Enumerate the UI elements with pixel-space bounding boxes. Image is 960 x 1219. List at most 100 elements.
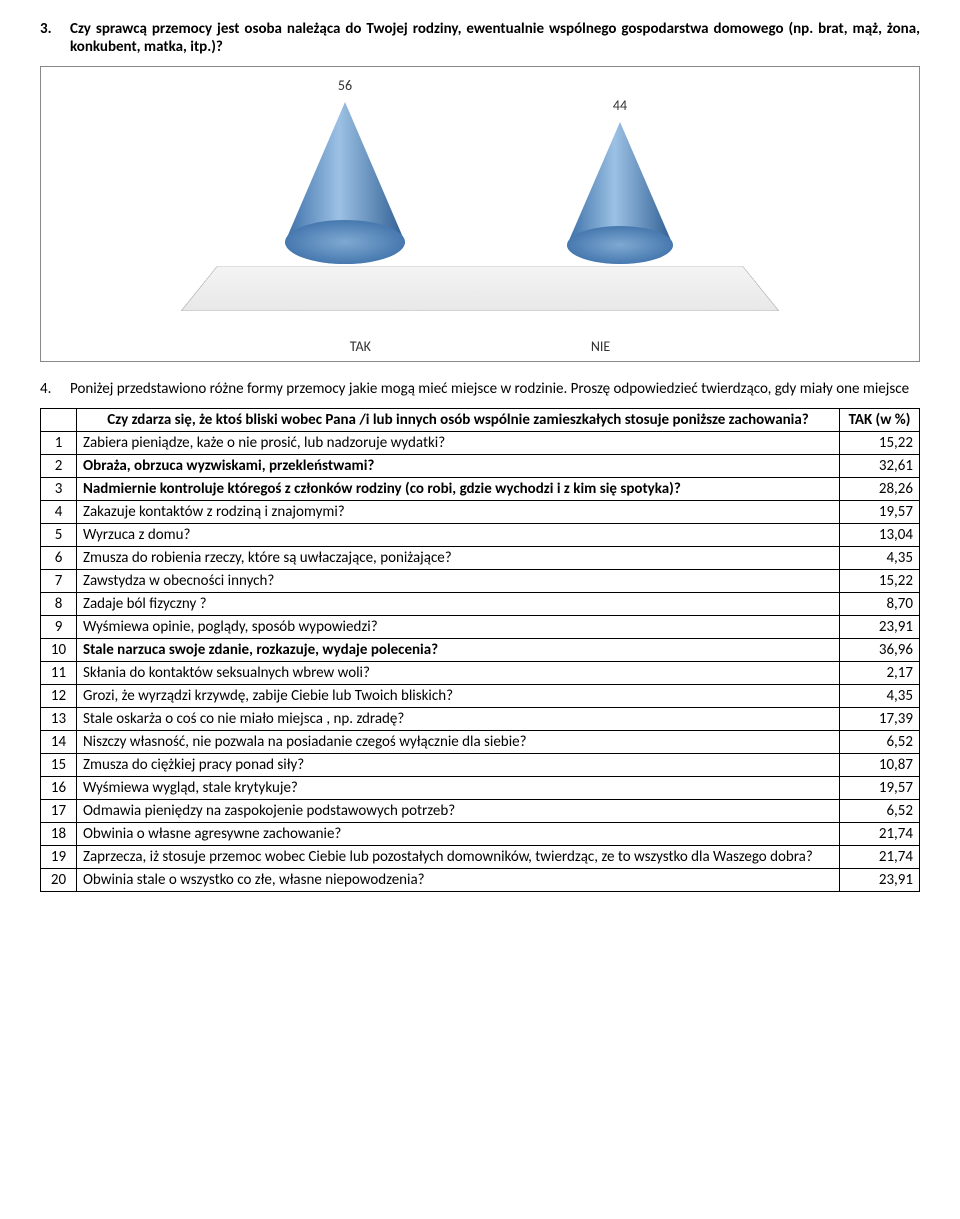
row-value: 23,91 [840,869,920,892]
row-text: Zadaje ból fizyczny ? [77,593,840,616]
row-number: 3 [41,478,77,501]
table-row: 13Stale oskarża o coś co nie miało miejs… [41,708,920,731]
row-value: 13,04 [840,524,920,547]
row-value: 15,22 [840,570,920,593]
row-number: 17 [41,800,77,823]
row-text: Skłania do kontaktów seksualnych wbrew w… [77,662,840,685]
table-row: 4Zakazuje kontaktów z rodziną i znajomym… [41,501,920,524]
row-text: Obraża, obrzuca wyzwiskami, przekleństwa… [77,455,840,478]
row-number: 12 [41,685,77,708]
table-row: 8Zadaje ból fizyczny ?8,70 [41,593,920,616]
question-4-number: 4. [40,380,70,398]
table-row: 5Wyrzuca z domu?13,04 [41,524,920,547]
question-4-text: Poniżej przedstawiono różne formy przemo… [70,380,920,398]
row-number: 11 [41,662,77,685]
row-text: Odmawia pieniędzy na zaspokojenie podsta… [77,800,840,823]
cone-tak-value: 56 [280,77,410,94]
row-number: 15 [41,754,77,777]
table-header-row: Czy zdarza się, że ktoś bliski wobec Pan… [41,409,920,432]
row-text: Stale oskarża o coś co nie miało miejsca… [77,708,840,731]
row-value: 6,52 [840,800,920,823]
row-value: 6,52 [840,731,920,754]
table-row: 2Obraża, obrzuca wyzwiskami, przekleństw… [41,455,920,478]
row-number: 7 [41,570,77,593]
row-number: 13 [41,708,77,731]
table-row: 16Wyśmiewa wygląd, stale krytykuje?19,57 [41,777,920,800]
row-value: 4,35 [840,547,920,570]
row-value: 4,35 [840,685,920,708]
row-value: 8,70 [840,593,920,616]
row-number: 18 [41,823,77,846]
question-3-number: 3. [40,20,70,56]
row-number: 10 [41,639,77,662]
row-number: 2 [41,455,77,478]
row-value: 23,91 [840,616,920,639]
table-row: 12Grozi, że wyrządzi krzywdę, zabije Cie… [41,685,920,708]
question-4: 4. Poniżej przedstawiono różne formy prz… [40,380,920,398]
row-text: Grozi, że wyrządzi krzywdę, zabije Ciebi… [77,685,840,708]
row-number: 8 [41,593,77,616]
chart-platform [181,266,780,311]
row-value: 19,57 [840,777,920,800]
row-number: 4 [41,501,77,524]
row-value: 17,39 [840,708,920,731]
cone-chart-frame: 56 [40,66,920,362]
question-3: 3. Czy sprawcą przemocy jest osoba należ… [40,20,920,56]
row-text: Zawstydza w obecności innych? [77,570,840,593]
cone-nie-value: 44 [560,97,680,114]
row-value: 21,74 [840,846,920,869]
row-number: 6 [41,547,77,570]
table-row: 1Zabiera pieniądze, każe o nie prosić, l… [41,432,920,455]
row-text: Niszczy własność, nie pozwala na posiada… [77,731,840,754]
row-number: 20 [41,869,77,892]
table-row: 7Zawstydza w obecności innych?15,22 [41,570,920,593]
row-text: Nadmiernie kontroluje któregoś z członkó… [77,478,840,501]
table-row: 11Skłania do kontaktów seksualnych wbrew… [41,662,920,685]
row-number: 9 [41,616,77,639]
row-value: 2,17 [840,662,920,685]
row-number: 16 [41,777,77,800]
row-text: Zabiera pieniądze, każe o nie prosić, lu… [77,432,840,455]
table-row: 20Obwinia stale o wszystko co złe, własn… [41,869,920,892]
table-row: 15Zmusza do ciężkiej pracy ponad siły?10… [41,754,920,777]
row-number: 19 [41,846,77,869]
row-value: 28,26 [840,478,920,501]
table-row: 6Zmusza do robienia rzeczy, które są uwł… [41,547,920,570]
row-text: Stale narzuca swoje zdanie, rozkazuje, w… [77,639,840,662]
axis-label-nie: NIE [591,338,610,355]
row-value: 21,74 [840,823,920,846]
row-text: Obwinia stale o wszystko co złe, własne … [77,869,840,892]
row-value: 32,61 [840,455,920,478]
cone-nie: 44 [560,97,680,272]
behaviors-table: Czy zdarza się, że ktoś bliski wobec Pan… [40,408,920,892]
row-number: 14 [41,731,77,754]
row-text: Wyśmiewa wygląd, stale krytykuje? [77,777,840,800]
table-header-blank [41,409,77,432]
table-row: 14Niszczy własność, nie pozwala na posia… [41,731,920,754]
table-row: 18Obwinia o własne agresywne zachowanie?… [41,823,920,846]
row-text: Zmusza do ciężkiej pracy ponad siły? [77,754,840,777]
row-text: Wyśmiewa opinie, poglądy, sposób wypowie… [77,616,840,639]
axis-label-tak: TAK [350,338,371,355]
question-3-text: Czy sprawcą przemocy jest osoba należąca… [70,20,920,56]
row-text: Wyrzuca z domu? [77,524,840,547]
row-value: 19,57 [840,501,920,524]
row-number: 5 [41,524,77,547]
row-value: 15,22 [840,432,920,455]
table-row: 10Stale narzuca swoje zdanie, rozkazuje,… [41,639,920,662]
row-value: 36,96 [840,639,920,662]
table-row: 3Nadmiernie kontroluje któregoś z członk… [41,478,920,501]
row-text: Zakazuje kontaktów z rodziną i znajomymi… [77,501,840,524]
row-number: 1 [41,432,77,455]
cone-chart: 56 [120,77,840,355]
table-header-value: TAK (w %) [840,409,920,432]
row-value: 10,87 [840,754,920,777]
cone-tak: 56 [280,77,410,272]
table-header-question: Czy zdarza się, że ktoś bliski wobec Pan… [77,409,840,432]
row-text: Zmusza do robienia rzeczy, które są uwła… [77,547,840,570]
row-text: Obwinia o własne agresywne zachowanie? [77,823,840,846]
table-row: 17Odmawia pieniędzy na zaspokojenie pods… [41,800,920,823]
row-text: Zaprzecza, iż stosuje przemoc wobec Cieb… [77,846,840,869]
table-row: 9Wyśmiewa opinie, poglądy, sposób wypowi… [41,616,920,639]
table-row: 19Zaprzecza, iż stosuje przemoc wobec Ci… [41,846,920,869]
